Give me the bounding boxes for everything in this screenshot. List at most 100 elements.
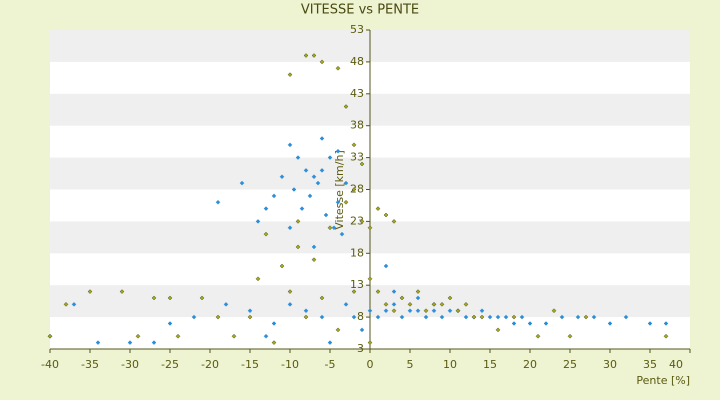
point	[199, 295, 205, 301]
point	[343, 104, 349, 109]
point	[247, 308, 253, 314]
point	[279, 263, 285, 269]
point	[527, 321, 533, 326]
point	[351, 187, 357, 192]
point	[567, 333, 573, 339]
point	[375, 289, 381, 294]
point	[255, 276, 261, 282]
point	[351, 314, 357, 320]
point	[287, 289, 293, 294]
point	[135, 333, 141, 339]
point	[415, 289, 421, 294]
point	[663, 321, 669, 326]
chart-title: VITESSE vs PENTE	[301, 3, 419, 18]
point	[367, 340, 373, 345]
x-tick-label: 35	[643, 358, 657, 371]
point	[623, 314, 629, 320]
point	[351, 289, 357, 294]
point	[307, 193, 313, 199]
point	[239, 180, 245, 186]
point	[551, 308, 557, 314]
point	[399, 314, 405, 320]
point	[583, 314, 589, 320]
x-tick-label: -25	[161, 358, 179, 371]
point	[559, 314, 565, 320]
y-axis-title: Vitesse [km/h]	[333, 150, 346, 230]
point	[331, 225, 337, 231]
x-tick-label: -35	[81, 358, 99, 371]
x-tick-label: 40	[669, 358, 683, 371]
point	[95, 340, 101, 345]
x-tick-label: -10	[281, 358, 299, 371]
point	[167, 321, 173, 326]
point	[255, 219, 261, 224]
point	[575, 314, 581, 320]
point	[319, 295, 325, 301]
point	[247, 314, 253, 320]
point	[375, 206, 381, 211]
x-tick-label: -40	[41, 358, 59, 371]
y-tick-label: 53	[350, 23, 364, 36]
point	[263, 206, 269, 211]
point	[535, 333, 541, 339]
point	[311, 53, 317, 58]
point	[607, 321, 613, 326]
point	[303, 53, 309, 58]
point	[519, 314, 525, 320]
point	[315, 180, 321, 186]
point	[391, 289, 397, 294]
point	[511, 314, 517, 320]
point	[151, 295, 157, 301]
y-tick-label: 28	[350, 183, 364, 196]
point	[431, 308, 437, 314]
point	[367, 276, 373, 282]
point	[471, 314, 477, 320]
point	[339, 231, 345, 237]
point	[399, 295, 405, 301]
point	[511, 321, 517, 326]
point	[215, 314, 221, 320]
point	[303, 314, 309, 320]
x-tick-label: 0	[367, 358, 374, 371]
point	[119, 289, 125, 294]
y-tick-label: 13	[350, 278, 364, 291]
point	[71, 301, 77, 307]
point	[375, 314, 381, 320]
point	[175, 333, 181, 339]
point	[463, 301, 469, 307]
point	[487, 314, 493, 320]
point	[271, 321, 277, 326]
point	[359, 161, 365, 167]
point	[407, 301, 413, 307]
point	[335, 148, 341, 154]
point	[447, 308, 453, 314]
y-tick-label: 23	[350, 214, 364, 227]
point	[311, 174, 317, 180]
point	[447, 295, 453, 301]
point	[327, 155, 333, 160]
point	[335, 199, 341, 205]
point	[191, 314, 197, 320]
x-tick-label: -5	[325, 358, 336, 371]
point	[543, 321, 549, 326]
point	[431, 301, 437, 307]
point	[47, 333, 53, 339]
point	[423, 308, 429, 314]
point	[271, 340, 277, 345]
point	[311, 257, 317, 263]
y-tick-label: 38	[350, 119, 364, 132]
point	[391, 308, 397, 314]
x-tick-label: 30	[603, 358, 617, 371]
y-tick-label: 33	[350, 151, 364, 164]
point	[63, 301, 69, 307]
x-tick-label: 15	[483, 358, 497, 371]
point	[343, 301, 349, 307]
point	[503, 314, 509, 320]
point	[359, 219, 365, 224]
point	[287, 142, 293, 148]
point	[287, 301, 293, 307]
point	[311, 244, 317, 250]
point	[295, 219, 301, 224]
point	[319, 168, 325, 173]
